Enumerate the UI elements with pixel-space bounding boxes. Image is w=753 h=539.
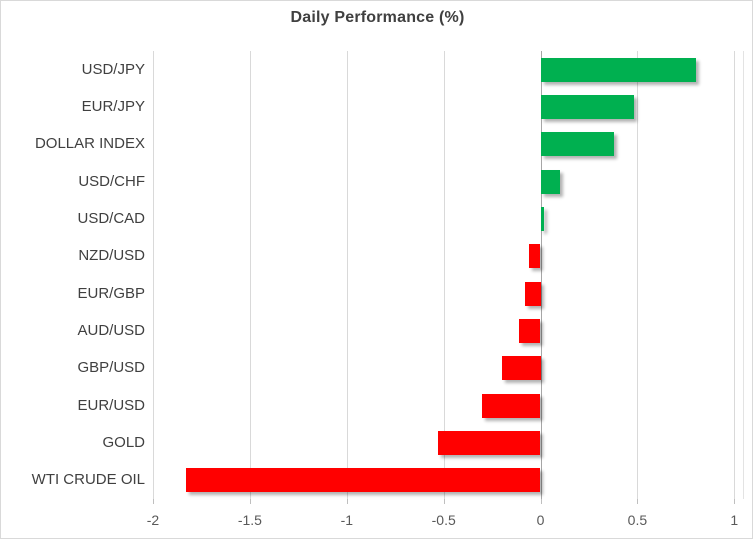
category-label: GBP/USD [77, 359, 145, 377]
category-label: AUD/USD [77, 322, 145, 339]
category-label: WTI CRUDE OIL [31, 471, 145, 489]
plot-right-border [743, 51, 744, 499]
bar-usd-jpy [540, 57, 696, 82]
category-label: NZD/USD [78, 247, 145, 265]
gridline [637, 51, 639, 499]
x-tick-mark [734, 499, 736, 504]
bar-wti-crude-oil [185, 468, 541, 493]
gridline [249, 51, 251, 499]
x-tick-label: 0 [536, 512, 545, 528]
bar-nzd-usd [528, 244, 541, 269]
x-tick-label: 0.5 [627, 512, 648, 528]
x-tick-mark [249, 499, 251, 504]
plot-area [153, 51, 744, 499]
category-label: EUR/USD [77, 396, 145, 414]
chart-title: Daily Performance (%) [290, 9, 465, 26]
category-label: EUR/GBP [77, 284, 145, 302]
gridline [734, 51, 736, 499]
bar-gold [437, 431, 541, 455]
bar-usd-chf [540, 169, 560, 194]
category-label: USD/CHF [78, 172, 145, 190]
bar-eur-gbp [525, 281, 541, 306]
bar-usd-cad [540, 207, 545, 231]
bar-eur-usd [482, 393, 541, 418]
category-label: GOLD [102, 434, 145, 451]
x-tick-mark [346, 499, 348, 504]
zero-line [540, 51, 542, 499]
bar-gbp-usd [501, 356, 541, 381]
category-label: EUR/JPY [81, 98, 145, 115]
x-tick-label: -2 [146, 512, 160, 528]
x-tick-label: -0.5 [431, 512, 456, 528]
category-label: DOLLAR INDEX [34, 135, 145, 153]
bar-dollar-index [540, 132, 615, 157]
gridline [346, 51, 348, 499]
x-tick-mark [443, 499, 445, 504]
x-tick-label: 1 [730, 512, 739, 528]
bar-eur-jpy [540, 95, 634, 119]
x-tick-label: -1.5 [237, 512, 262, 528]
x-tick-mark [540, 499, 542, 504]
gridline [443, 51, 445, 499]
x-tick-label: -1 [340, 512, 354, 528]
x-tick-mark [637, 499, 639, 504]
category-label: USD/CAD [77, 210, 145, 227]
gridline [153, 51, 154, 499]
x-tick-mark [153, 499, 154, 504]
bar-aud-usd [519, 319, 541, 343]
category-label: USD/JPY [81, 60, 145, 78]
